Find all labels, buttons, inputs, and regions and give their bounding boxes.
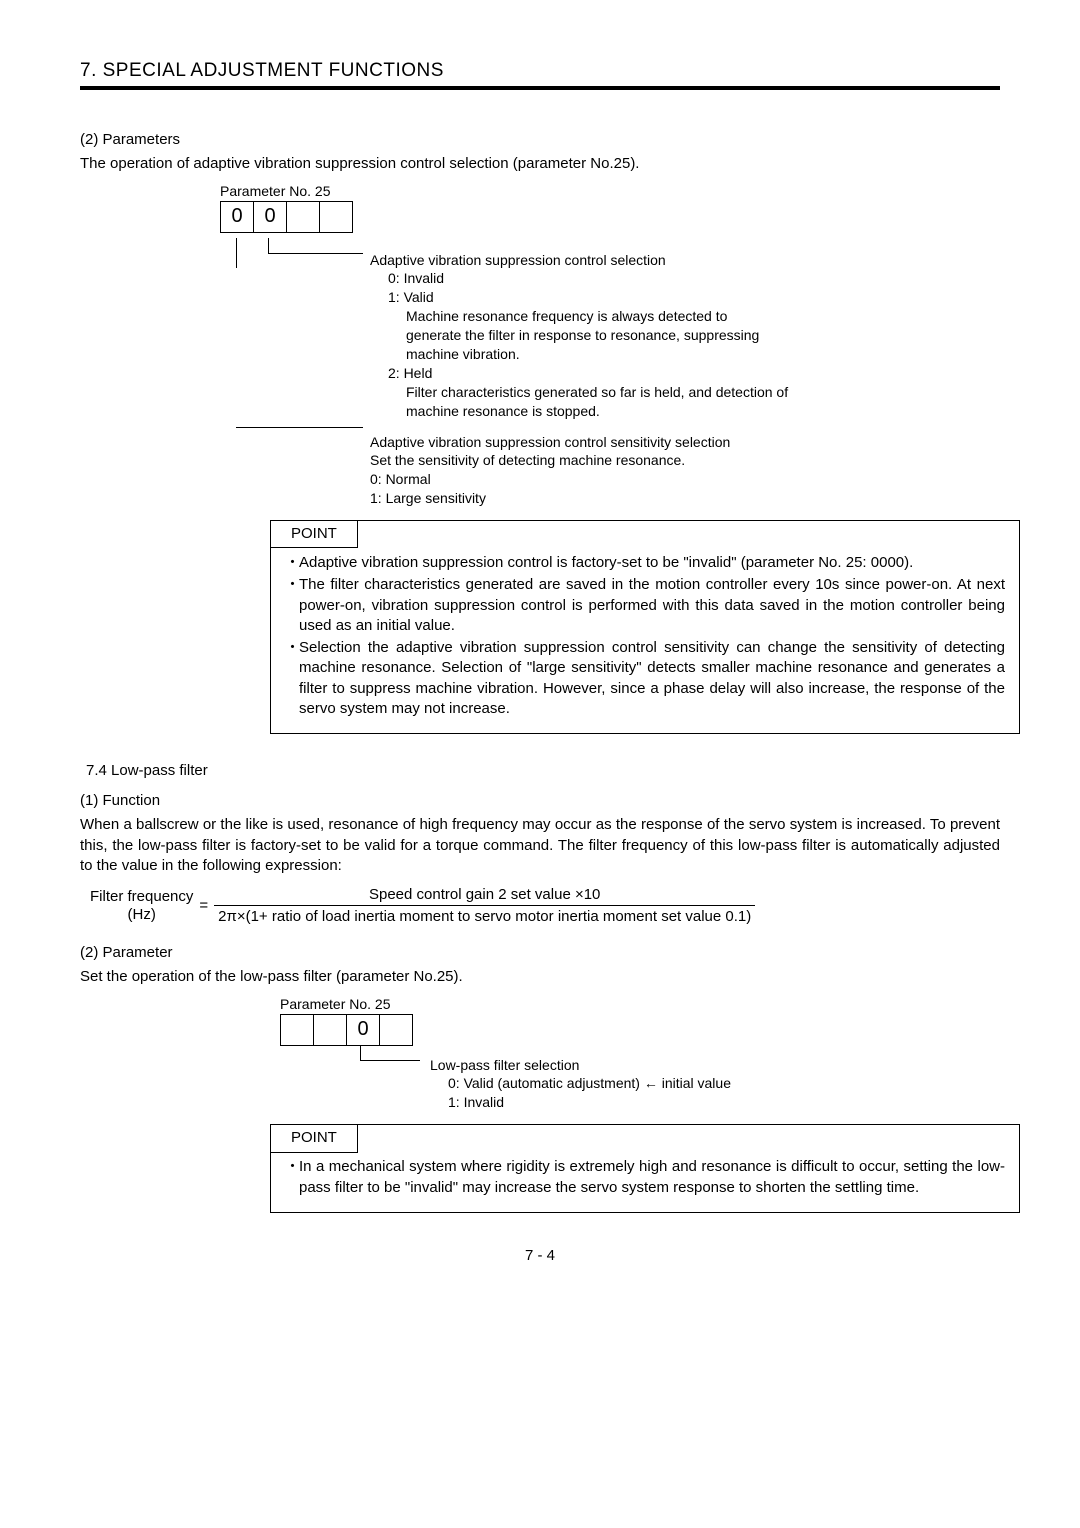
point-label-2: POINT	[270, 1124, 358, 1152]
page-number: 7 - 4	[80, 1247, 1000, 1264]
bullet-icon: ・	[285, 553, 299, 573]
digit-boxes-2: 0	[280, 1014, 1000, 1046]
bullet-icon: ・	[285, 575, 299, 636]
filter-frequency-formula: Filter frequency (Hz) = Speed control ga…	[90, 886, 1000, 925]
digit-3	[319, 201, 353, 233]
point1-p1: Adaptive vibration suppression control i…	[299, 553, 1005, 573]
branch1-l2: 2: Held	[388, 364, 1000, 383]
digit2-0	[280, 1014, 314, 1046]
digit-2	[286, 201, 320, 233]
branch1-l1c: machine vibration.	[406, 345, 1000, 364]
section-1-body: When a ballscrew or the like is used, re…	[80, 815, 1000, 876]
equals-sign: =	[199, 897, 208, 914]
branch1-l2a: Filter characteristics generated so far …	[406, 383, 1000, 402]
tree-block-1: Adaptive vibration suppression control s…	[220, 239, 1000, 509]
diagram2-l1: 1: Invalid	[448, 1093, 1000, 1112]
formula-lhs-bot: (Hz)	[90, 906, 193, 924]
branch2-l2: 1: Large sensitivity	[370, 489, 1000, 508]
param-label: Parameter No. 25	[220, 183, 1000, 199]
param-label-2: Parameter No. 25	[280, 996, 1000, 1012]
formula-denominator: 2π×(1+ ratio of load inertia moment to s…	[214, 905, 755, 925]
branch1-l0: 0: Invalid	[388, 269, 1000, 288]
digit-1: 0	[253, 201, 287, 233]
parameter-diagram-1: Parameter No. 25 0 0	[220, 183, 1000, 233]
formula-numerator: Speed control gain 2 set value ×10	[214, 886, 755, 905]
point-label: POINT	[270, 520, 358, 548]
section-2-parameters: (2) Parameters	[80, 130, 1000, 150]
branch1-l1b: generate the filter in response to reson…	[406, 326, 1000, 345]
section-2-parameter: (2) Parameter	[80, 943, 1000, 963]
section-7-4-title: 7.4 Low-pass filter	[86, 762, 1000, 779]
branch2-l0: Set the sensitivity of detecting machine…	[370, 451, 1000, 470]
section-2-intro: The operation of adaptive vibration supp…	[80, 154, 1000, 174]
page-header: 7. SPECIAL ADJUSTMENT FUNCTIONS	[80, 60, 1000, 82]
formula-lhs-top: Filter frequency	[90, 888, 193, 906]
branch2-l1: 0: Normal	[370, 470, 1000, 489]
point1-p2: The filter characteristics generated are…	[299, 575, 1005, 636]
point-box-2: POINT ・In a mechanical system where rigi…	[270, 1124, 1020, 1213]
section-2-param-intro: Set the operation of the low-pass filter…	[80, 967, 1000, 987]
point-box-1: POINT ・Adaptive vibration suppression co…	[270, 520, 1020, 734]
section-1-function: (1) Function	[80, 791, 1000, 811]
diagram2-l0: 0: Valid (automatic adjustment) ← initia…	[448, 1074, 1000, 1093]
point2-p1: In a mechanical system where rigidity is…	[299, 1157, 1005, 1198]
point1-p3: Selection the adaptive vibration suppres…	[299, 638, 1005, 719]
branch1-l1a: Machine resonance frequency is always de…	[406, 307, 1000, 326]
parameter-diagram-2: Parameter No. 25 0 Low-pass filter selec…	[280, 996, 1000, 1113]
digit-0: 0	[220, 201, 254, 233]
branch1-l2b: machine resonance is stopped.	[406, 402, 1000, 421]
digit-boxes: 0 0	[220, 201, 1000, 233]
header-rule	[80, 86, 1000, 90]
digit2-2: 0	[346, 1014, 380, 1046]
digit2-1	[313, 1014, 347, 1046]
bullet-icon: ・	[285, 1157, 299, 1198]
digit2-3	[379, 1014, 413, 1046]
branch1-l1: 1: Valid	[388, 288, 1000, 307]
bullet-icon: ・	[285, 638, 299, 719]
